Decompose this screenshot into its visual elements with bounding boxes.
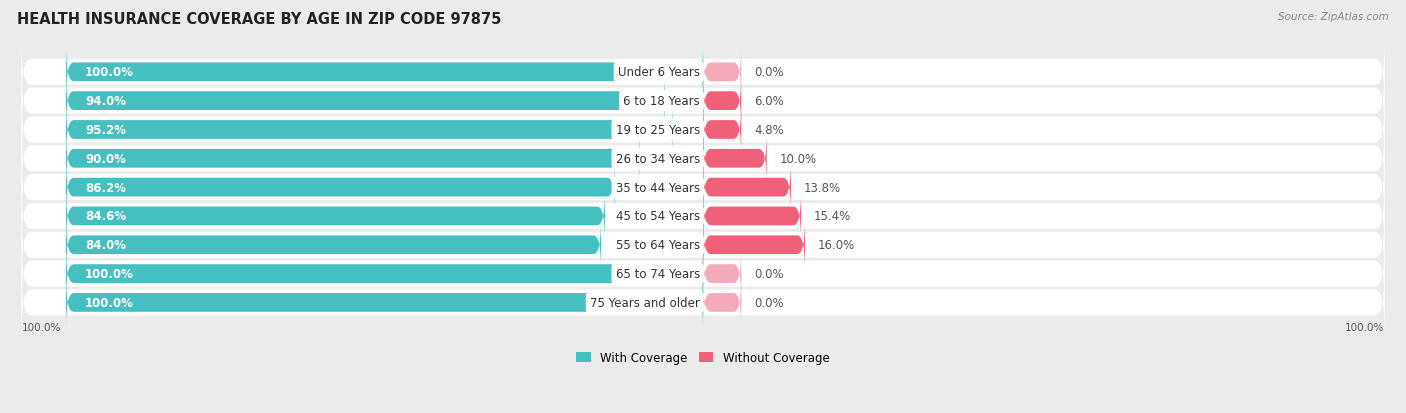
Text: 100.0%: 100.0% <box>86 66 134 79</box>
Text: 0.0%: 0.0% <box>754 66 783 79</box>
Text: 100.0%: 100.0% <box>86 296 134 309</box>
FancyBboxPatch shape <box>703 162 792 213</box>
Text: 26 to 34 Years: 26 to 34 Years <box>616 152 700 165</box>
FancyBboxPatch shape <box>21 100 1385 160</box>
Text: 100.0%: 100.0% <box>1346 322 1385 332</box>
Text: 45 to 54 Years: 45 to 54 Years <box>616 210 700 223</box>
FancyBboxPatch shape <box>21 43 1385 103</box>
Text: 4.8%: 4.8% <box>754 123 783 137</box>
Text: 10.0%: 10.0% <box>779 152 817 165</box>
FancyBboxPatch shape <box>66 220 602 271</box>
Text: Under 6 Years: Under 6 Years <box>617 66 700 79</box>
FancyBboxPatch shape <box>703 278 741 328</box>
FancyBboxPatch shape <box>703 191 801 242</box>
FancyBboxPatch shape <box>21 215 1385 275</box>
FancyBboxPatch shape <box>66 278 703 328</box>
Legend: With Coverage, Without Coverage: With Coverage, Without Coverage <box>572 346 834 369</box>
Text: 94.0%: 94.0% <box>86 95 127 108</box>
FancyBboxPatch shape <box>21 157 1385 218</box>
FancyBboxPatch shape <box>66 191 605 242</box>
FancyBboxPatch shape <box>21 71 1385 132</box>
Text: 35 to 44 Years: 35 to 44 Years <box>616 181 700 194</box>
Text: 100.0%: 100.0% <box>21 322 60 332</box>
Text: 0.0%: 0.0% <box>754 268 783 280</box>
FancyBboxPatch shape <box>66 249 703 299</box>
FancyBboxPatch shape <box>703 134 766 184</box>
Text: 16.0%: 16.0% <box>818 239 855 252</box>
FancyBboxPatch shape <box>21 186 1385 247</box>
Text: 86.2%: 86.2% <box>86 181 127 194</box>
FancyBboxPatch shape <box>66 134 640 184</box>
FancyBboxPatch shape <box>21 273 1385 333</box>
FancyBboxPatch shape <box>703 105 741 155</box>
FancyBboxPatch shape <box>66 47 703 98</box>
Text: HEALTH INSURANCE COVERAGE BY AGE IN ZIP CODE 97875: HEALTH INSURANCE COVERAGE BY AGE IN ZIP … <box>17 12 502 27</box>
Text: 95.2%: 95.2% <box>86 123 127 137</box>
Text: 100.0%: 100.0% <box>86 268 134 280</box>
FancyBboxPatch shape <box>703 47 741 98</box>
Text: 90.0%: 90.0% <box>86 152 127 165</box>
FancyBboxPatch shape <box>66 162 614 213</box>
FancyBboxPatch shape <box>703 249 741 299</box>
FancyBboxPatch shape <box>703 220 804 271</box>
FancyBboxPatch shape <box>21 244 1385 304</box>
Text: 0.0%: 0.0% <box>754 296 783 309</box>
Text: 6.0%: 6.0% <box>754 95 783 108</box>
Text: 19 to 25 Years: 19 to 25 Years <box>616 123 700 137</box>
FancyBboxPatch shape <box>66 76 665 126</box>
Text: 84.6%: 84.6% <box>86 210 127 223</box>
FancyBboxPatch shape <box>703 76 741 126</box>
FancyBboxPatch shape <box>66 105 672 155</box>
FancyBboxPatch shape <box>21 129 1385 189</box>
Text: 65 to 74 Years: 65 to 74 Years <box>616 268 700 280</box>
Text: 15.4%: 15.4% <box>814 210 851 223</box>
Text: 84.0%: 84.0% <box>86 239 127 252</box>
Text: Source: ZipAtlas.com: Source: ZipAtlas.com <box>1278 12 1389 22</box>
Text: 13.8%: 13.8% <box>804 181 841 194</box>
Text: 6 to 18 Years: 6 to 18 Years <box>623 95 700 108</box>
Text: 75 Years and older: 75 Years and older <box>591 296 700 309</box>
Text: 55 to 64 Years: 55 to 64 Years <box>616 239 700 252</box>
